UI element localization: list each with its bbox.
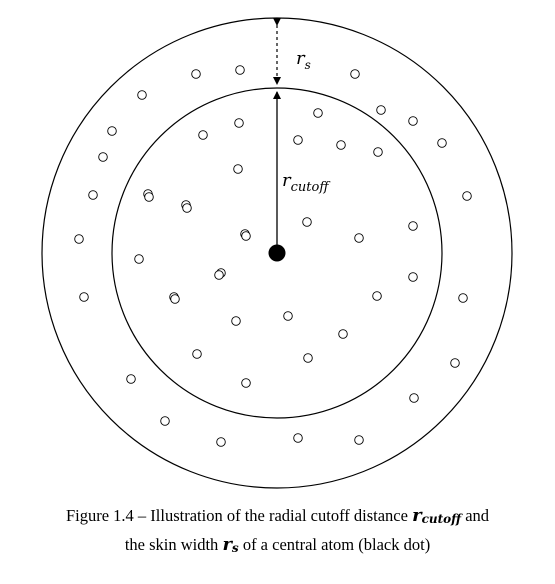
neighbor-atom [134,254,144,264]
caption-skin-symbol: r [222,534,232,555]
neighbor-atom [88,190,98,200]
neighbor-atom [458,293,468,303]
neighbor-atom [462,191,472,201]
neighbor-atoms-group [74,65,472,447]
caption-skin-subscript: s [231,541,239,555]
neighbor-atom [98,152,108,162]
caption-text: the skin width [124,535,223,554]
neighbor-atom [160,416,170,426]
neighbor-atom [216,437,226,447]
neighbor-atom [338,329,348,339]
neighbor-atom [373,147,383,157]
neighbor-atom [409,393,419,403]
caption-cutoff-subscript: cutoff [421,512,462,526]
caption-text: of a central atom (black dot) [238,535,431,554]
neighbor-atom [350,69,360,79]
neighbor-atom [107,126,117,136]
neighbor-atom [408,272,418,282]
neighbor-atom [231,316,241,326]
neighbor-atom [235,65,245,75]
neighbor-atom [192,349,202,359]
neighbor-atom [372,291,382,301]
neighbor-atom [302,217,312,227]
neighbor-atom [126,374,136,384]
cutoff-boundary-circle [111,87,443,419]
neighbor-atom [241,231,251,241]
caption-line-1: Figure 1.4 – Illustration of the radial … [0,502,555,531]
neighbor-atom [144,192,154,202]
neighbor-atom [214,270,224,280]
figure-caption: Figure 1.4 – Illustration of the radial … [0,502,555,560]
neighbor-atom [293,135,303,145]
neighbor-atom [354,233,364,243]
neighbor-atom [233,164,243,174]
neighbor-atom [234,118,244,128]
caption-line-2: the skin width rs of a central atom (bla… [0,531,555,560]
skin-width-label: rs [296,48,311,72]
neighbor-atom [79,292,89,302]
neighbor-atom [198,130,208,140]
neighbor-atom [376,105,386,115]
neighbor-atom [408,221,418,231]
neighbor-atom [354,435,364,445]
caption-text: and [461,506,490,525]
central-atom-dot [268,244,286,262]
neighbor-atom [170,294,180,304]
caption-cutoff-symbol: r [412,505,422,526]
caption-text: Figure 1.4 – Illustration of the radial … [65,506,413,525]
neighbor-atom [437,138,447,148]
neighbor-atom [191,69,201,79]
neighbor-atom [303,353,313,363]
neighbor-atom [283,311,293,321]
neighbor-atom [74,234,84,244]
neighbor-atom [336,140,346,150]
neighbor-atom [293,433,303,443]
neighbor-atom [313,108,323,118]
radial-cutoff-diagram: rs rcutoff [41,17,513,489]
cutoff-radius-label: rcutoff [282,170,331,195]
neighbor-atom [137,90,147,100]
neighbor-atom [182,203,192,213]
neighbor-atom [241,378,251,388]
neighbor-atom [450,358,460,368]
neighbor-atom [408,116,418,126]
